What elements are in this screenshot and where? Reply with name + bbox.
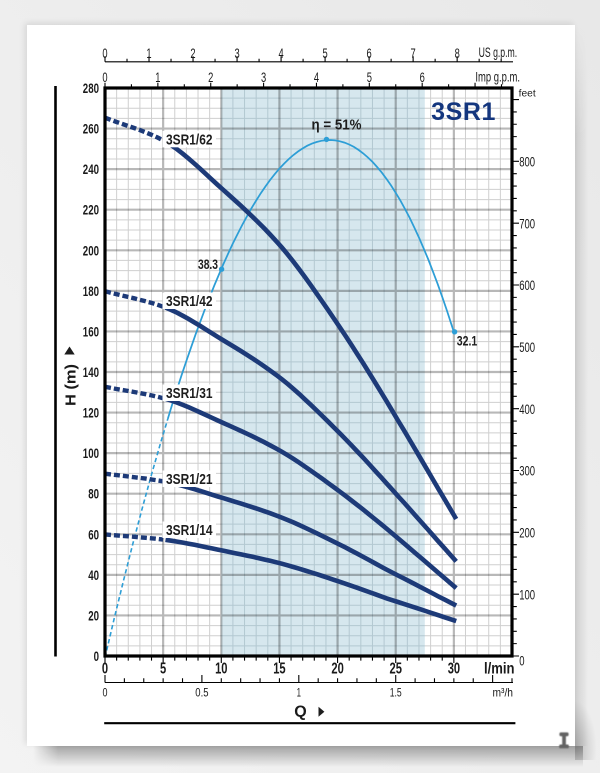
svg-text:6: 6	[367, 45, 372, 61]
svg-text:120: 120	[83, 405, 99, 421]
svg-text:6: 6	[420, 69, 425, 85]
svg-text:600: 600	[519, 278, 535, 293]
svg-text:20: 20	[88, 607, 99, 623]
svg-text:US g.p.m.: US g.p.m.	[479, 44, 518, 60]
svg-text:5: 5	[160, 661, 166, 678]
svg-text:200: 200	[83, 242, 99, 258]
svg-text:5: 5	[323, 45, 328, 61]
svg-text:1: 1	[297, 686, 302, 700]
svg-text:40: 40	[88, 567, 99, 583]
svg-text:1.5: 1.5	[390, 686, 402, 700]
svg-text:0.5: 0.5	[195, 686, 208, 700]
svg-text:l/min: l/min	[484, 661, 515, 678]
svg-text:3SR1/31: 3SR1/31	[166, 385, 213, 402]
svg-text:Imp g.p.m.: Imp g.p.m.	[475, 69, 520, 85]
svg-text:80: 80	[88, 486, 99, 502]
svg-text:0: 0	[102, 661, 108, 678]
svg-text:3SR1/14: 3SR1/14	[166, 522, 213, 539]
svg-text:0: 0	[519, 654, 524, 669]
svg-text:0: 0	[102, 69, 107, 85]
svg-text:10: 10	[215, 661, 227, 678]
svg-text:0: 0	[94, 648, 100, 664]
svg-text:3: 3	[235, 45, 240, 61]
svg-text:300: 300	[519, 464, 535, 479]
svg-text:200: 200	[519, 526, 535, 541]
svg-text:4: 4	[279, 45, 284, 61]
svg-text:Q: Q	[294, 704, 306, 721]
svg-text:5: 5	[367, 69, 372, 85]
svg-text:240: 240	[83, 161, 99, 177]
svg-text:3SR1/62: 3SR1/62	[166, 131, 213, 148]
svg-text:3: 3	[261, 69, 266, 85]
svg-text:60: 60	[88, 526, 99, 542]
svg-text:800: 800	[519, 155, 535, 170]
svg-text:15: 15	[273, 661, 285, 678]
svg-text:8: 8	[455, 45, 460, 61]
svg-text:180: 180	[83, 283, 99, 299]
svg-text:2: 2	[208, 69, 213, 85]
svg-text:30: 30	[448, 661, 460, 678]
svg-text:7: 7	[411, 45, 416, 61]
svg-text:100: 100	[519, 587, 535, 602]
svg-text:η = 51%: η = 51%	[312, 118, 362, 134]
svg-text:4: 4	[314, 69, 319, 85]
svg-text:260: 260	[83, 121, 99, 137]
svg-text:3SR1/42: 3SR1/42	[166, 293, 213, 310]
svg-text:140: 140	[83, 364, 99, 380]
svg-text:3SR1: 3SR1	[431, 98, 496, 126]
svg-text:32.1: 32.1	[457, 333, 478, 348]
svg-text:m³/h: m³/h	[493, 686, 514, 700]
svg-text:25: 25	[390, 661, 402, 678]
svg-text:2: 2	[190, 45, 195, 61]
svg-text:400: 400	[519, 402, 535, 417]
svg-text:700: 700	[519, 216, 535, 231]
svg-text:3SR1/21: 3SR1/21	[166, 471, 213, 488]
svg-text:20: 20	[331, 661, 343, 678]
svg-text:0: 0	[102, 45, 107, 61]
svg-text:100: 100	[83, 445, 99, 461]
svg-text:1: 1	[146, 45, 151, 61]
svg-text:38.3: 38.3	[198, 257, 218, 272]
svg-text:1: 1	[155, 69, 160, 85]
svg-text:220: 220	[83, 202, 99, 218]
svg-text:500: 500	[519, 340, 535, 355]
svg-text:0: 0	[103, 686, 108, 700]
svg-text:160: 160	[83, 323, 99, 339]
svg-text:feet: feet	[519, 89, 536, 100]
svg-text:H (m): H (m)	[63, 364, 80, 406]
svg-text:280: 280	[83, 80, 99, 96]
